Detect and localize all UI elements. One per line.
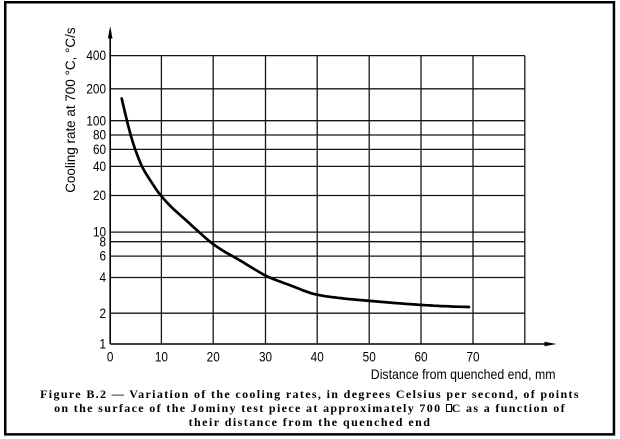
svg-text:0: 0 — [107, 349, 114, 365]
svg-text:400: 400 — [86, 47, 106, 63]
svg-text:20: 20 — [207, 349, 220, 365]
svg-text:50: 50 — [363, 349, 376, 365]
svg-text:1: 1 — [99, 336, 106, 352]
svg-text:4: 4 — [99, 269, 106, 285]
svg-text:Distance from quenched end, mm: Distance from quenched end, mm — [371, 366, 556, 382]
svg-text:10: 10 — [155, 349, 168, 365]
svg-text:100: 100 — [86, 112, 106, 128]
svg-text:10: 10 — [93, 224, 106, 240]
svg-text:80: 80 — [93, 127, 106, 143]
svg-text:2: 2 — [99, 305, 106, 321]
svg-text:20: 20 — [93, 187, 106, 203]
svg-text:70: 70 — [466, 349, 479, 365]
svg-text:Cooling rate at 700 °C, °C/s: Cooling rate at 700 °C, °C/s — [63, 27, 78, 192]
svg-text:60: 60 — [414, 349, 427, 365]
svg-text:40: 40 — [93, 158, 106, 174]
svg-text:200: 200 — [86, 80, 106, 96]
svg-text:60: 60 — [93, 141, 106, 157]
svg-text:30: 30 — [259, 349, 272, 365]
svg-text:40: 40 — [311, 349, 324, 365]
svg-text:6: 6 — [99, 248, 106, 264]
svg-text:8: 8 — [99, 233, 106, 249]
